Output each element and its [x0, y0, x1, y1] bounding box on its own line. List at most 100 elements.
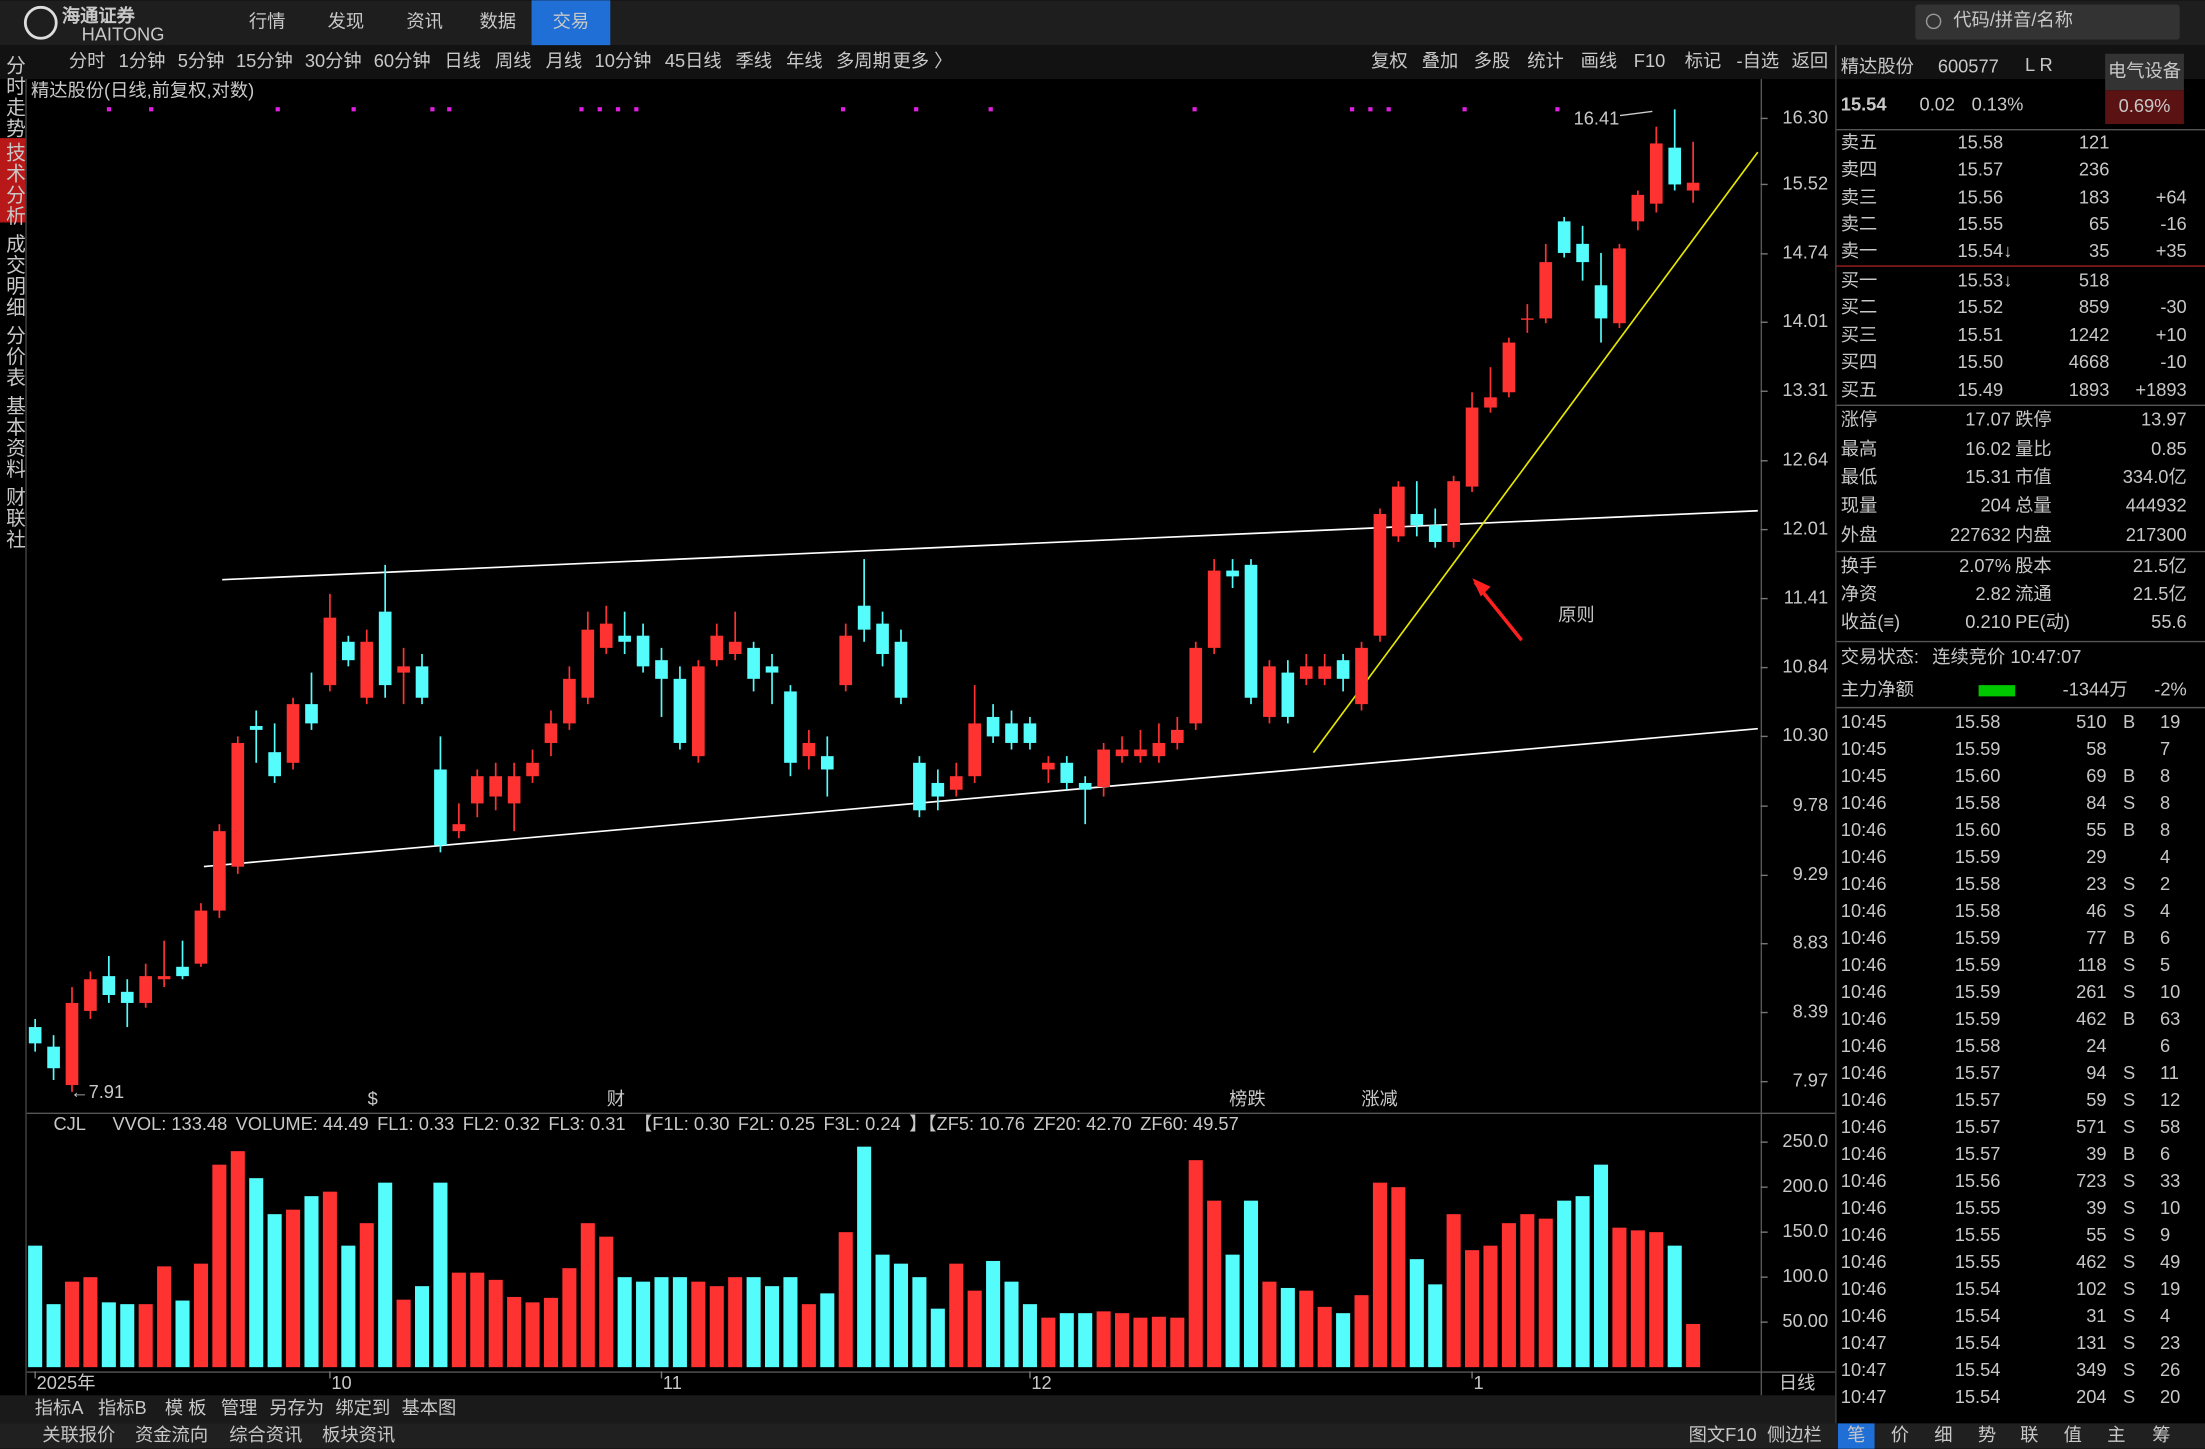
period-button[interactable]: 多周期 [836, 50, 891, 71]
candle-body [1023, 723, 1037, 743]
period-button[interactable]: 年线 [786, 50, 823, 71]
side-tab[interactable]: 成交明细 [2, 234, 25, 318]
volume-bar [64, 1281, 80, 1368]
period-button[interactable]: 季线 [735, 50, 772, 71]
volume-bar [249, 1178, 264, 1368]
tool-button[interactable]: -自选 [1737, 50, 1780, 71]
y-tick-label: 200.0 [1782, 1175, 1828, 1196]
bottom-right[interactable]: 侧边栏 [1767, 1424, 1822, 1445]
tool-button[interactable]: 叠加 [1422, 50, 1459, 71]
trade-side: S [2123, 873, 2135, 894]
bottom-tab[interactable]: 基本图 [402, 1397, 457, 1418]
side-tab[interactable]: 分时走势 [2, 55, 25, 139]
bottom-link[interactable]: 关联报价 [42, 1424, 115, 1445]
trade-count: 8 [2160, 792, 2170, 813]
trade-time: 10:45 [1841, 765, 1887, 786]
bottom-right[interactable]: 图文F10 [1689, 1424, 1757, 1445]
bottom-link[interactable]: 板块资讯 [322, 1424, 395, 1445]
candle-body [360, 641, 374, 698]
trade-count: 5 [2160, 954, 2170, 975]
period-button[interactable]: 30分钟 [305, 50, 362, 71]
panel-tab[interactable]: 价 [1891, 1424, 1909, 1445]
candle-body [139, 976, 153, 1003]
trade-price: 15.54 [1955, 1386, 2001, 1407]
panel-tab[interactable]: 主 [2107, 1424, 2125, 1445]
trade-count: 4 [2160, 1305, 2170, 1326]
trade-price: 15.59 [1955, 738, 2001, 759]
panel-tab[interactable]: 笔 [1847, 1424, 1865, 1445]
top-menu-item[interactable]: 交易 [553, 11, 590, 32]
panel-tab[interactable]: 细 [1934, 1424, 1952, 1445]
book-volume: 1242 [2069, 324, 2110, 345]
trade-volume: 131 [2076, 1332, 2106, 1353]
trade-price: 15.60 [1955, 765, 2001, 786]
bottom-link[interactable]: 综合资讯 [229, 1424, 302, 1445]
candle-body [1226, 570, 1239, 577]
period-button[interactable]: 1分钟 [119, 50, 166, 71]
period-button[interactable]: 周线 [495, 50, 532, 71]
period-button[interactable]: 5分钟 [178, 50, 225, 71]
trade-side: S [2123, 1224, 2135, 1245]
candle-body [1263, 666, 1276, 717]
bottom-tab[interactable]: 指标B [98, 1397, 147, 1418]
period-button[interactable]: 15分钟 [236, 50, 293, 71]
stat-label: 涨停 [1841, 409, 1878, 430]
bottom-link[interactable]: 资金流向 [135, 1424, 208, 1445]
sector[interactable]: 电气设备 [2108, 60, 2181, 81]
trade-price: 15.59 [1955, 954, 2001, 975]
book-price: 15.57 [1958, 158, 2004, 179]
period-button[interactable]: 45日线 [665, 50, 722, 71]
volume-bar [1612, 1227, 1627, 1368]
volume-bar [267, 1214, 282, 1368]
panel-tab[interactable]: 筹 [2152, 1424, 2170, 1445]
panel-tab[interactable]: 值 [2064, 1424, 2082, 1445]
stat-label: 流通 [2015, 583, 2052, 604]
search-placeholder[interactable]: 代码/拼音/名称 [1953, 9, 2073, 30]
tool-button[interactable]: 标记 [1685, 50, 1722, 71]
bottom-tab[interactable]: 指标A [35, 1397, 85, 1418]
search-box[interactable] [1915, 4, 2180, 40]
side-tab[interactable]: 技术分析 [2, 142, 25, 226]
stat-value: 15.31 [1965, 466, 2011, 487]
candle-body [1060, 762, 1074, 783]
panel-tab[interactable]: 势 [1978, 1424, 1996, 1445]
volume-bar [1041, 1317, 1056, 1368]
tool-button[interactable]: F10 [1634, 50, 1665, 71]
volume-bar [1354, 1295, 1369, 1368]
period-button[interactable]: 分时 [69, 50, 106, 71]
period-button[interactable]: 60分钟 [374, 50, 431, 71]
trade-volume: 204 [2076, 1386, 2106, 1407]
top-menu-item[interactable]: 数据 [480, 11, 517, 32]
book-volume: 236 [2079, 158, 2109, 179]
tool-button[interactable]: 统计 [1527, 50, 1564, 71]
volume-bar [893, 1263, 909, 1368]
side-tab[interactable]: 分价表 [2, 325, 25, 388]
bottom-tab[interactable]: 模 板 [165, 1397, 207, 1418]
trade-time: 10:46 [1841, 1278, 1887, 1299]
period-button[interactable]: 月线 [546, 50, 583, 71]
trade-price: 15.58 [1955, 792, 2001, 813]
candle-body [913, 762, 926, 811]
trade-volume: 59 [2086, 1089, 2106, 1110]
tool-button[interactable]: 画线 [1581, 50, 1618, 71]
tool-button[interactable]: 返回 [1792, 50, 1829, 71]
period-button[interactable]: 10分钟 [595, 50, 652, 71]
bottom-tab[interactable]: 绑定到 [335, 1397, 390, 1418]
top-menu-item[interactable]: 发现 [328, 11, 365, 32]
side-tab[interactable]: 基本资料 [2, 395, 25, 479]
bottom-tab[interactable]: 另存为 [269, 1397, 324, 1418]
y-tick-label: 9.78 [1793, 794, 1829, 815]
y-tick-label: 10.84 [1782, 655, 1828, 676]
book-change: +10 [2156, 324, 2187, 345]
period-button[interactable]: 日线 [444, 50, 481, 71]
period-button[interactable]: 更多 〉 [893, 50, 953, 71]
top-menu-item[interactable]: 行情 [249, 11, 286, 32]
side-tab[interactable]: 财联社 [2, 487, 25, 550]
top-menu-item[interactable]: 资讯 [406, 11, 443, 32]
tool-button[interactable]: 复权 [1371, 50, 1408, 71]
volume-bar [949, 1263, 964, 1368]
bottom-tab[interactable]: 管理 [221, 1397, 258, 1418]
panel-tab[interactable]: 联 [2020, 1424, 2038, 1445]
tool-button[interactable]: 多股 [1474, 50, 1511, 71]
volume-bar [212, 1164, 227, 1368]
